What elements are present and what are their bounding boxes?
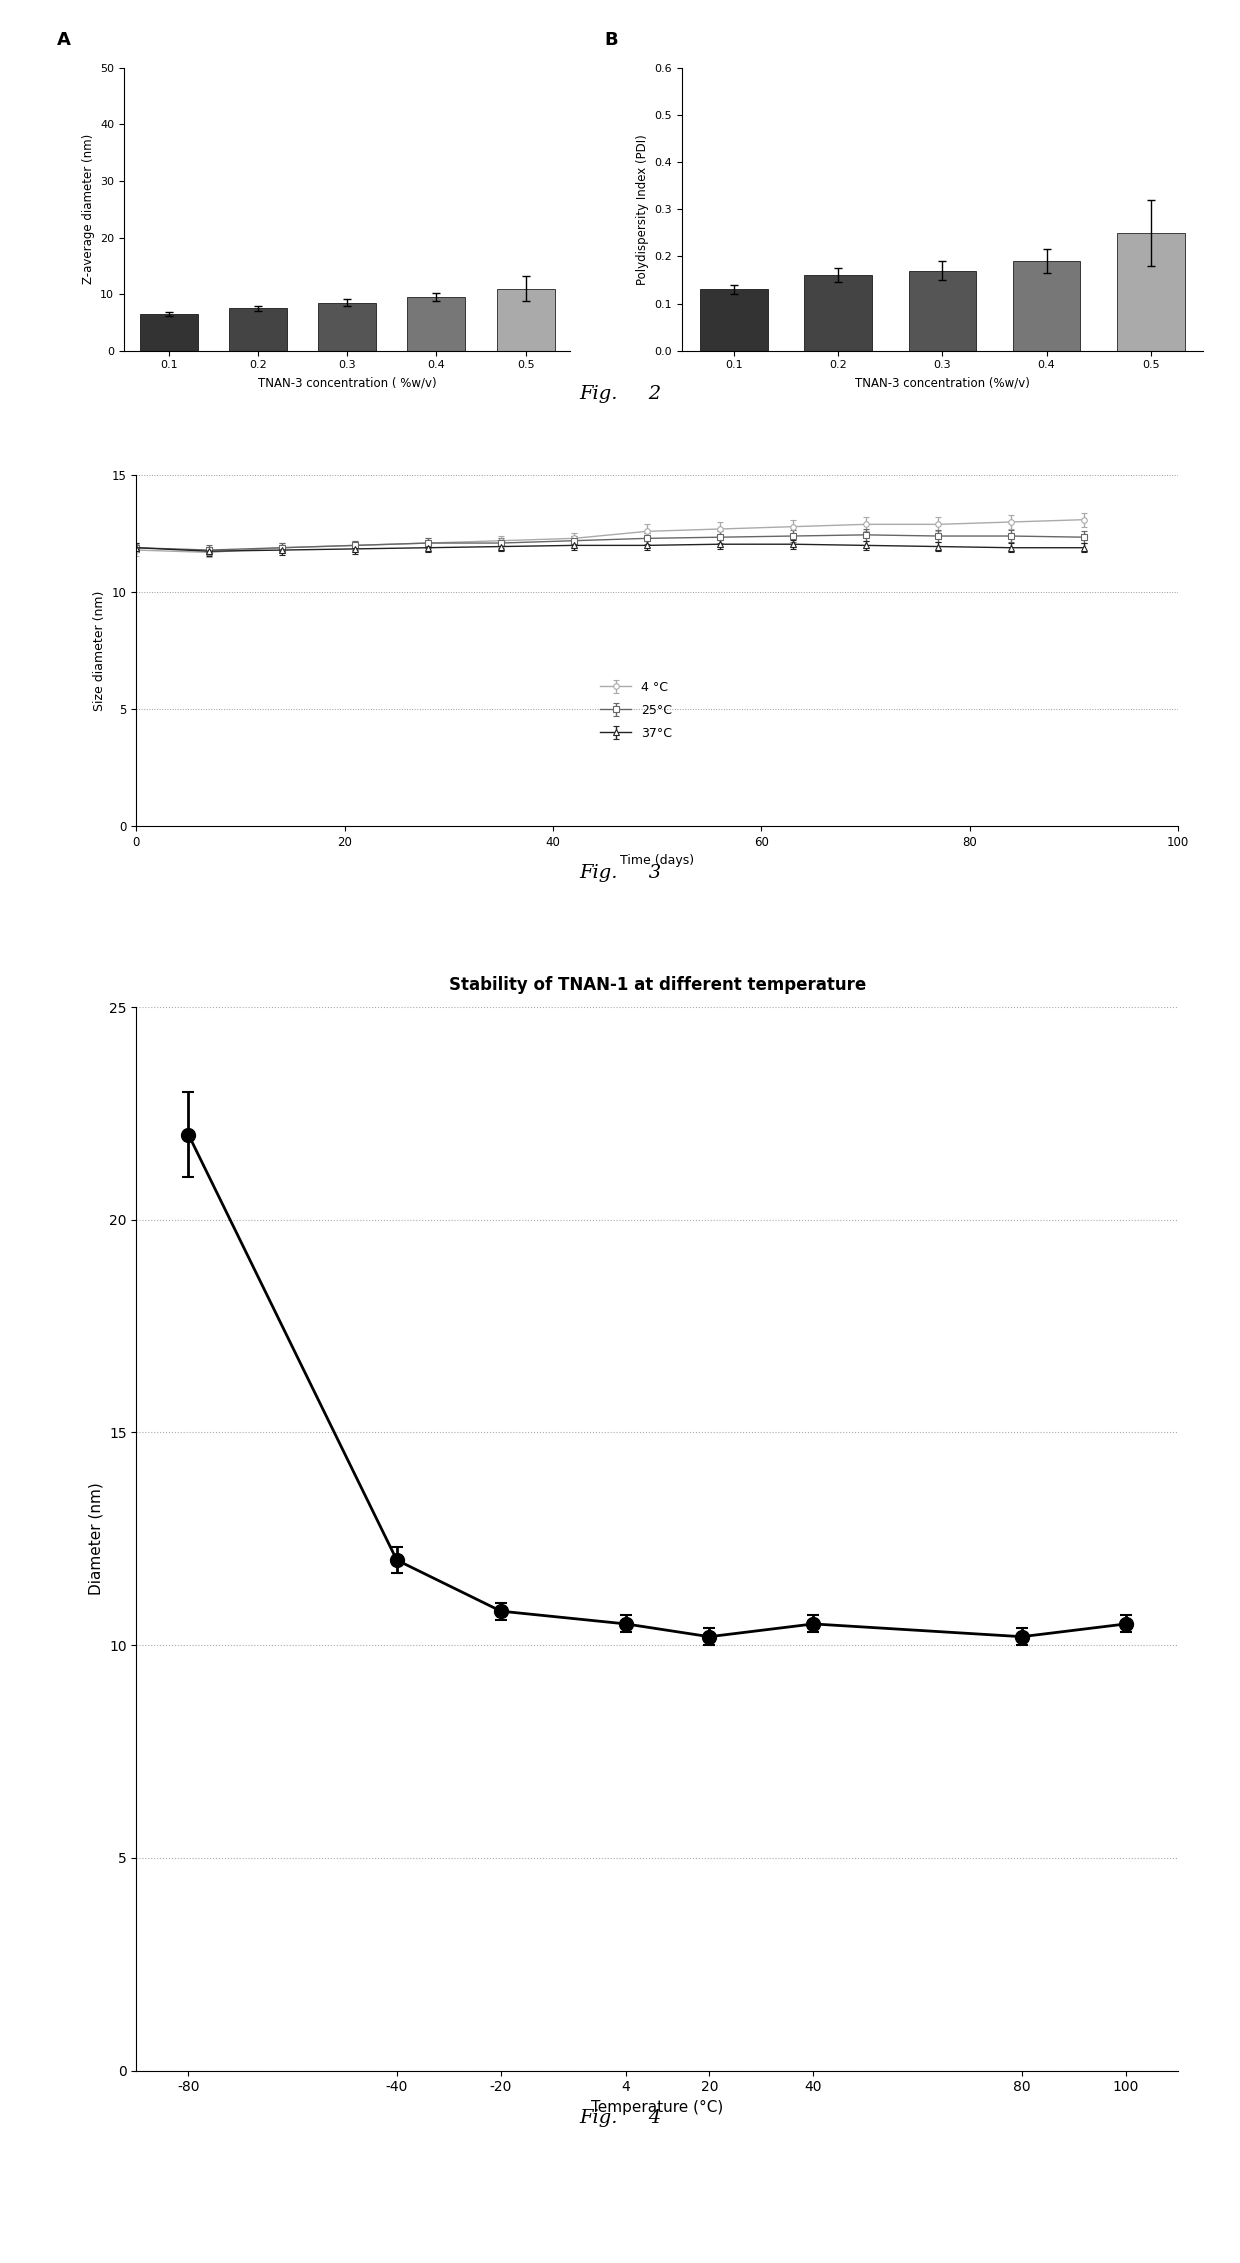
Text: Fig.     2: Fig. 2 [579, 385, 661, 403]
Bar [408, 296, 465, 351]
Bar [1013, 260, 1080, 351]
Text: Fig.     4: Fig. 4 [579, 2109, 661, 2127]
Bar [909, 272, 976, 351]
Y-axis label: Diameter (nm): Diameter (nm) [88, 1482, 103, 1595]
X-axis label: TNAN-3 concentration ( %w/v): TNAN-3 concentration ( %w/v) [258, 376, 436, 389]
X-axis label: TNAN-3 concentration (%w/v): TNAN-3 concentration (%w/v) [854, 376, 1030, 389]
Y-axis label: Z-average diameter (nm): Z-average diameter (nm) [82, 134, 94, 285]
Text: B: B [604, 32, 618, 50]
Bar [1117, 233, 1184, 351]
X-axis label: Time (days): Time (days) [620, 853, 694, 867]
Bar [497, 287, 554, 351]
Bar [805, 276, 872, 351]
Text: A: A [57, 32, 71, 50]
Bar [701, 290, 768, 351]
Legend: 4 °C, 25°C, 37°C: 4 °C, 25°C, 37°C [595, 677, 677, 745]
Text: Fig.     3: Fig. 3 [579, 864, 661, 883]
Bar [229, 308, 286, 351]
Y-axis label: Size diameter (nm): Size diameter (nm) [93, 591, 107, 711]
Title: Stability of TNAN-1 at different temperature: Stability of TNAN-1 at different tempera… [449, 975, 866, 993]
Y-axis label: Polydispersity Index (PDI): Polydispersity Index (PDI) [636, 134, 649, 285]
Bar [140, 315, 197, 351]
Bar [319, 303, 376, 351]
X-axis label: Temperature (°C): Temperature (°C) [591, 2100, 723, 2116]
